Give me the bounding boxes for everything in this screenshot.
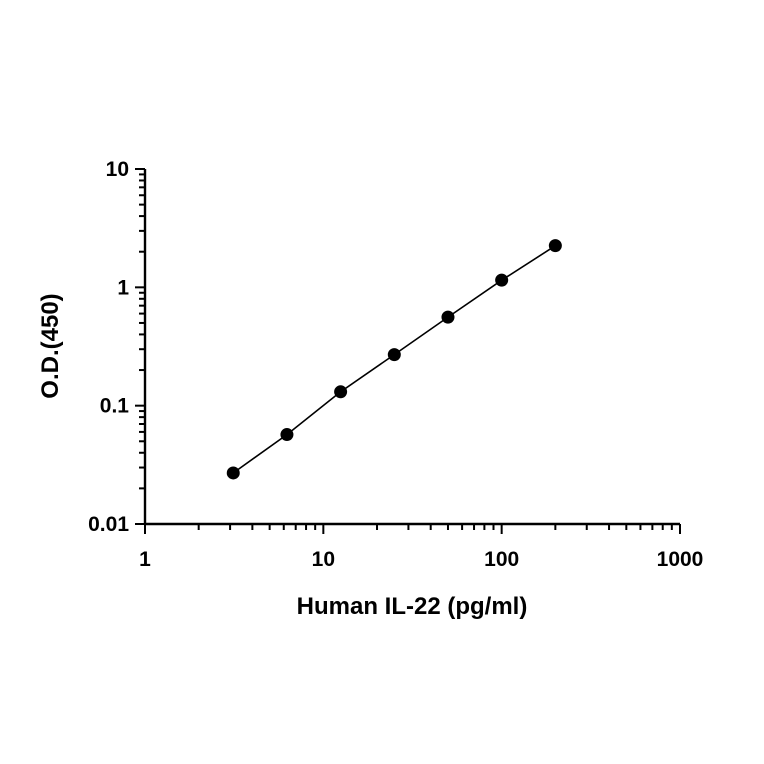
y-tick-label: 0.1 (100, 395, 130, 418)
y-tick-label: 1 (117, 276, 129, 299)
data-point (548, 239, 562, 253)
series-layer (226, 239, 562, 480)
y-tick-label: 0.01 (88, 513, 129, 536)
tick-labels-layer: 1 10 100 1000 0.01 0.1 1 10 (88, 158, 703, 571)
x-axis-title: Human IL-22 (pg/ml) (297, 593, 528, 620)
x-tick-label: 10 (312, 548, 335, 571)
y-axis-title: O.D.(450) (37, 293, 64, 398)
x-tick-label: 100 (484, 548, 519, 571)
x-tick-label: 1 (139, 548, 151, 571)
ticks-layer (135, 168, 681, 534)
data-point (495, 273, 509, 287)
data-point (441, 310, 455, 324)
data-point (280, 428, 294, 442)
data-point (334, 385, 348, 399)
y-tick-label: 10 (106, 158, 129, 181)
data-point (387, 348, 401, 362)
x-tick-label: 1000 (657, 548, 704, 571)
data-point (226, 466, 240, 480)
